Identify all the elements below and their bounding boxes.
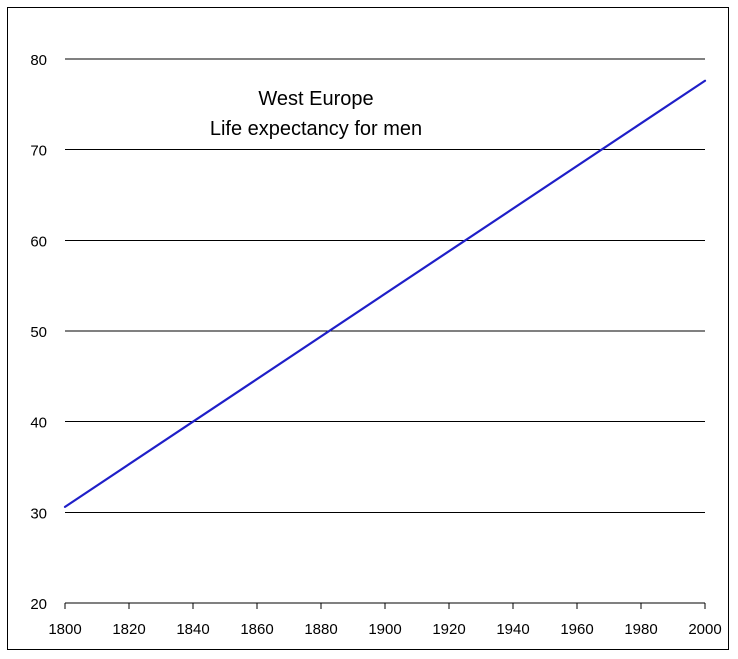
- x-tick-label-1840: 1840: [176, 621, 209, 638]
- y-tick-label-60: 60: [30, 233, 47, 250]
- series-line-0: [63, 79, 707, 508]
- axes: [64, 602, 706, 609]
- x-tick-label-1920: 1920: [432, 621, 465, 638]
- x-tick-label-1880: 1880: [304, 621, 337, 638]
- y-tick-label-50: 50: [30, 324, 47, 341]
- chart-title-line-1: West Europe: [258, 88, 373, 110]
- y-tick-label-20: 20: [30, 596, 47, 613]
- chart-title: West Europe Life expectancy for men: [210, 88, 422, 140]
- series-lines: [63, 79, 707, 508]
- x-tick-label-1940: 1940: [496, 621, 529, 638]
- y-tick-label-40: 40: [30, 415, 47, 432]
- x-tick-label-2000: 2000: [688, 621, 721, 638]
- y-tick-label-80: 80: [30, 52, 47, 69]
- chart-title-line-2: Life expectancy for men: [210, 118, 422, 140]
- x-tick-label-1860: 1860: [240, 621, 273, 638]
- x-tick-label-1820: 1820: [112, 621, 145, 638]
- x-tick-label-1800: 1800: [48, 621, 81, 638]
- tick-labels: 1800 1820 1840 1860 1880 1900 1920 1940 1960 1980…: [30, 52, 721, 638]
- y-tick-label-30: 30: [30, 505, 47, 522]
- x-tick-label-1960: 1960: [560, 621, 593, 638]
- y-tick-label-70: 70: [30, 143, 47, 160]
- x-tick-label-1980: 1980: [624, 621, 657, 638]
- chart-frame: [7, 7, 729, 650]
- x-tick-label-1900: 1900: [368, 621, 401, 638]
- grid-lines: [65, 58, 705, 513]
